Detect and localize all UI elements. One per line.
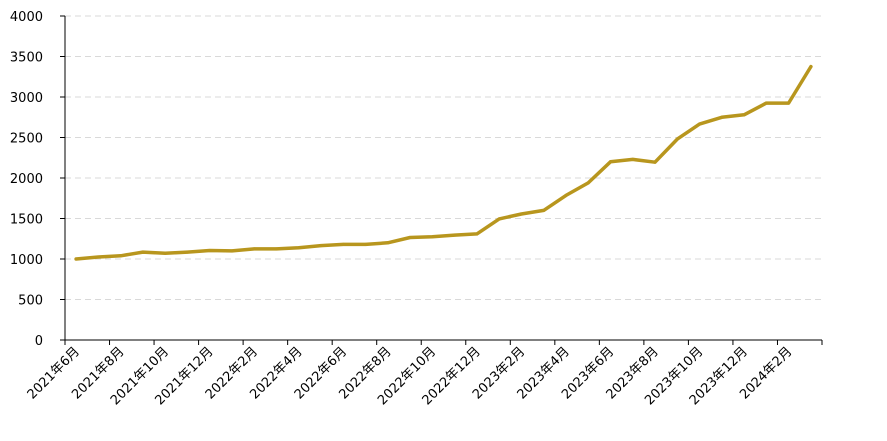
data-point bbox=[430, 235, 434, 239]
data-point bbox=[542, 208, 546, 212]
data-point bbox=[163, 251, 167, 255]
data-point bbox=[675, 137, 679, 141]
x-tick-labels: 2021年6月2021年8月2021年10月2021年12月2022年2月202… bbox=[25, 344, 796, 408]
series bbox=[74, 64, 813, 261]
data-point bbox=[230, 249, 234, 253]
data-point bbox=[208, 248, 212, 252]
data-point bbox=[275, 247, 279, 251]
y-tick-label: 1000 bbox=[10, 253, 43, 268]
grid-lines bbox=[65, 15, 822, 300]
data-point bbox=[408, 236, 412, 240]
data-point bbox=[519, 212, 523, 216]
data-point bbox=[386, 241, 390, 245]
data-point bbox=[608, 160, 612, 164]
y-tick-label: 2000 bbox=[10, 172, 43, 187]
data-point bbox=[185, 250, 189, 254]
data-point bbox=[341, 242, 345, 246]
y-tick-label: 1500 bbox=[10, 213, 43, 228]
data-point bbox=[787, 101, 791, 105]
data-point bbox=[742, 113, 746, 117]
data-point bbox=[809, 65, 813, 69]
data-point bbox=[453, 233, 457, 237]
data-point bbox=[96, 255, 100, 259]
y-tick-label: 3500 bbox=[10, 51, 43, 66]
series-line bbox=[74, 64, 813, 261]
data-point bbox=[720, 115, 724, 119]
data-point bbox=[475, 232, 479, 236]
data-point bbox=[698, 122, 702, 126]
y-tick-labels: 0 500 1000 1500 2000 2500 3000 3500 4000 bbox=[10, 10, 43, 349]
data-point bbox=[497, 217, 501, 221]
y-tick-label: 3000 bbox=[10, 91, 43, 106]
data-point bbox=[653, 160, 657, 164]
data-point bbox=[141, 250, 145, 254]
y-tick-label: 2500 bbox=[10, 132, 43, 147]
y-tick-label: 0 bbox=[35, 334, 43, 349]
data-point bbox=[74, 257, 78, 261]
data-point bbox=[764, 101, 768, 105]
data-point bbox=[364, 242, 368, 246]
y-tick-label: 500 bbox=[18, 294, 43, 309]
data-point bbox=[252, 247, 256, 251]
data-point bbox=[631, 157, 635, 161]
data-point bbox=[297, 246, 301, 250]
y-tick-label: 4000 bbox=[10, 10, 43, 25]
data-point bbox=[119, 254, 123, 258]
data-point bbox=[586, 181, 590, 185]
axes bbox=[60, 15, 823, 345]
data-point bbox=[564, 193, 568, 197]
data-point bbox=[319, 244, 323, 248]
